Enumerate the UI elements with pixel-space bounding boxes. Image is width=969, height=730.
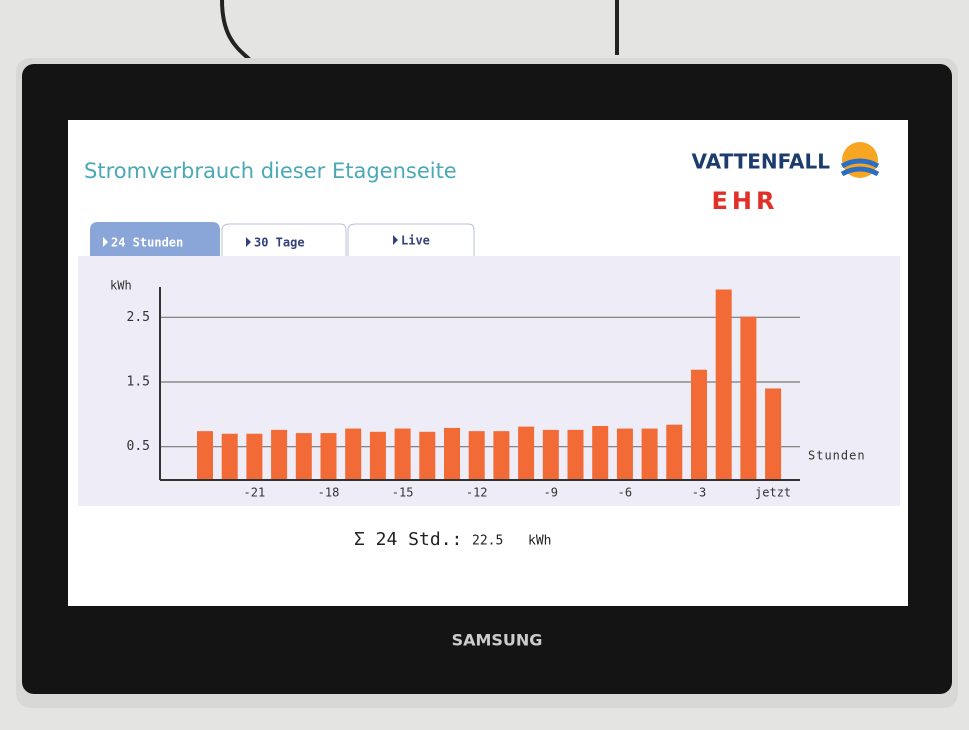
tab-label[interactable]: 30 Tage [254, 236, 305, 250]
bar [592, 426, 608, 479]
x-tick-label: -3 [692, 486, 706, 500]
bar [197, 431, 213, 479]
bar [740, 317, 756, 479]
y-tick-label: 0.5 [127, 439, 150, 454]
bar [543, 430, 559, 479]
summary-value: 22.5 [472, 534, 503, 549]
bar [518, 427, 534, 479]
x-tick-label: -18 [318, 486, 340, 500]
bar [765, 388, 781, 479]
x-tick-label: -21 [244, 486, 266, 500]
bar [666, 425, 682, 479]
x-tick-label: -12 [466, 486, 488, 500]
bar [271, 430, 287, 479]
summary-unit: kWh [528, 534, 551, 549]
bar [469, 431, 485, 479]
scene: Stromverbrauch dieser Etagenseite VATTEN… [0, 0, 969, 730]
bar [296, 433, 312, 479]
bar [617, 429, 633, 479]
bar [568, 430, 584, 479]
x-axis-label: Stunden [808, 449, 866, 463]
page: {"header": {"title": "Stromverbrauch die… [0, 0, 969, 730]
bar [493, 431, 509, 479]
bar [370, 432, 386, 479]
brand: VATTENFALL [691, 150, 830, 174]
summary-label: Σ 24 Std.: [354, 529, 462, 550]
bar [321, 433, 337, 479]
bar [222, 434, 238, 479]
bezel-brand: SAMSUNG [452, 631, 543, 650]
y-tick-label: 1.5 [127, 375, 150, 390]
bar [419, 432, 435, 479]
x-tick-label: -9 [544, 486, 558, 500]
bar [691, 370, 707, 479]
tab-label[interactable]: Live [401, 234, 430, 248]
bar [716, 290, 732, 479]
y-tick-label: 2.5 [127, 310, 150, 325]
bar [246, 434, 262, 479]
tab-label[interactable]: 24 Stunden [111, 236, 183, 250]
bar [345, 429, 361, 479]
x-tick-label: -15 [392, 486, 414, 500]
bar [642, 429, 658, 479]
logo: EHR [712, 187, 779, 215]
y-axis-label: kWh [110, 279, 132, 293]
x-tick-label: -6 [618, 486, 632, 500]
x-tick-label: jetzt [755, 486, 791, 500]
bar [395, 429, 411, 479]
screen-title: Stromverbrauch dieser Etagenseite [84, 159, 457, 183]
bar [444, 428, 460, 479]
